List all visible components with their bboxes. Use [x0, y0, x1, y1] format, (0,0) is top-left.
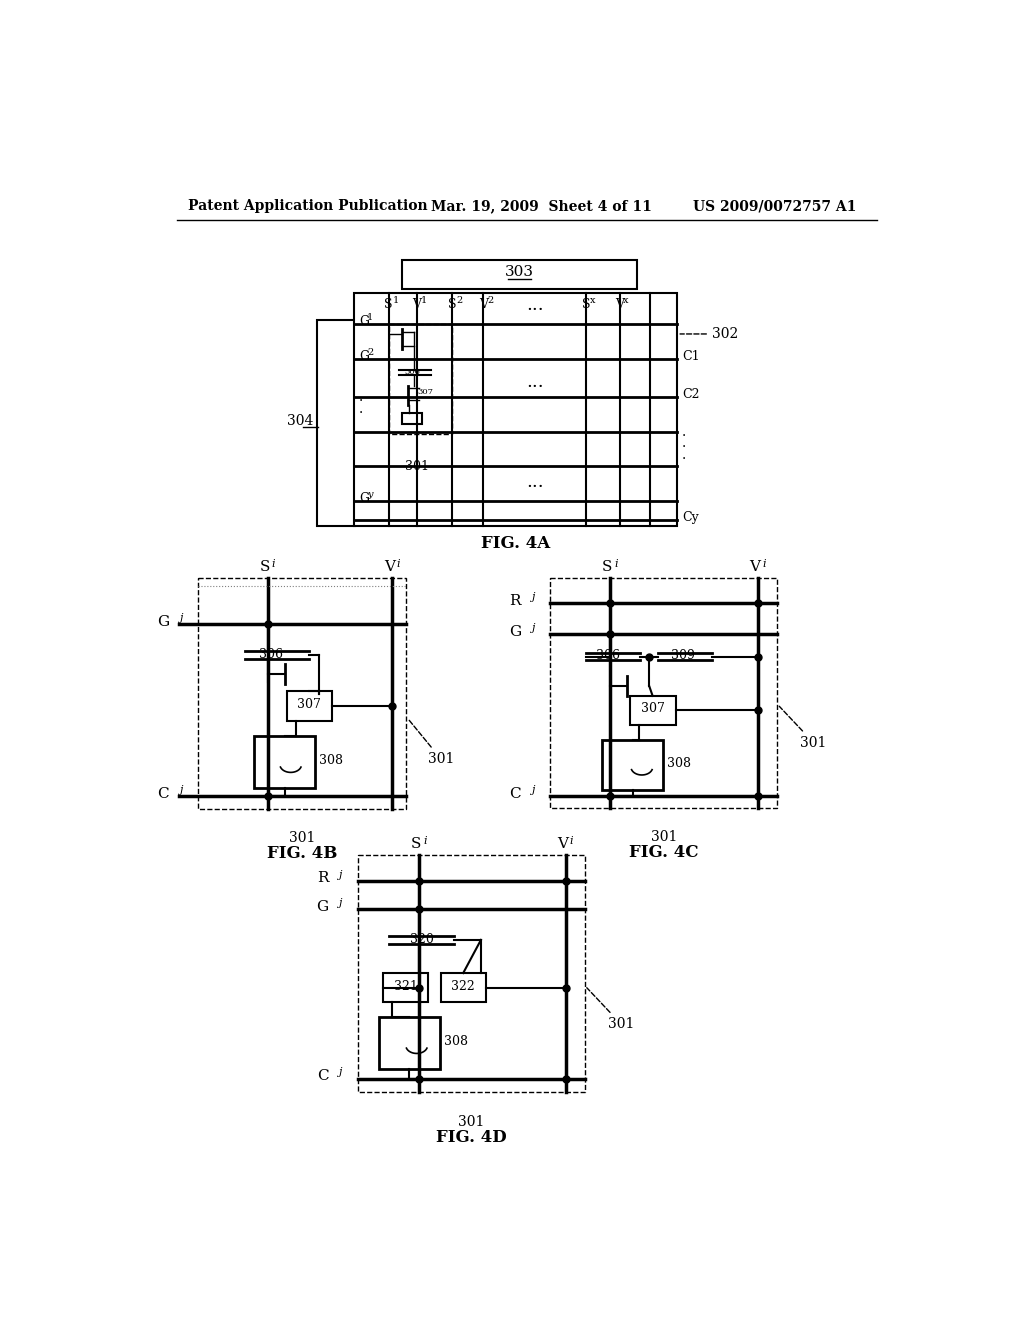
Text: 2: 2	[487, 297, 494, 305]
Text: S: S	[384, 298, 393, 312]
Text: 308: 308	[319, 754, 343, 767]
Text: V: V	[413, 298, 422, 312]
Text: 301: 301	[406, 459, 429, 473]
Text: i: i	[614, 560, 617, 569]
Text: x: x	[624, 297, 629, 305]
Text: R: R	[317, 871, 329, 886]
Polygon shape	[383, 973, 428, 1002]
Text: 301: 301	[650, 830, 677, 843]
Text: S: S	[449, 298, 457, 312]
Text: 304: 304	[287, 414, 313, 428]
Text: x: x	[590, 297, 596, 305]
Text: j: j	[179, 612, 182, 623]
Text: 320: 320	[410, 933, 433, 945]
Text: V: V	[750, 560, 761, 574]
Text: ...: ...	[526, 473, 544, 491]
Text: ...: ...	[526, 372, 544, 391]
Polygon shape	[254, 737, 315, 788]
Text: y: y	[367, 491, 373, 499]
Text: C: C	[509, 787, 521, 801]
Text: Patent Application Publication: Patent Application Publication	[188, 199, 428, 213]
Text: C: C	[158, 787, 169, 801]
Text: FIG. 4B: FIG. 4B	[267, 845, 338, 862]
Text: ...: ...	[526, 296, 544, 314]
Text: .: .	[682, 425, 686, 438]
Text: V: V	[479, 298, 487, 312]
Polygon shape	[379, 1016, 440, 1069]
Text: 301: 301	[458, 1114, 484, 1129]
Text: 2: 2	[367, 348, 373, 356]
Text: 307: 307	[417, 388, 433, 396]
Text: 1: 1	[392, 297, 398, 305]
Polygon shape	[287, 692, 332, 721]
Text: j: j	[179, 785, 182, 795]
Text: S: S	[259, 560, 269, 574]
Polygon shape	[441, 973, 485, 1002]
Text: 308: 308	[444, 1035, 468, 1048]
Text: S: S	[583, 298, 591, 312]
Text: FIG. 4D: FIG. 4D	[436, 1129, 507, 1146]
Text: 2: 2	[457, 297, 463, 305]
Text: S: S	[411, 837, 422, 851]
Text: R: R	[510, 594, 521, 609]
Text: 301: 301	[408, 719, 455, 766]
Polygon shape	[401, 260, 637, 289]
Polygon shape	[354, 293, 677, 527]
Text: V: V	[615, 298, 624, 312]
Text: S: S	[602, 560, 612, 574]
Text: 321: 321	[393, 979, 418, 993]
Text: FIG. 4C: FIG. 4C	[629, 843, 698, 861]
Text: i: i	[271, 560, 275, 569]
Text: FIG. 4A: FIG. 4A	[481, 535, 550, 552]
Text: 301: 301	[289, 832, 315, 845]
Text: V: V	[557, 837, 568, 851]
Text: 301: 301	[587, 987, 634, 1031]
Text: j: j	[339, 898, 342, 908]
Text: .: .	[682, 447, 686, 462]
Text: i: i	[396, 560, 399, 569]
Text: Cy: Cy	[682, 511, 698, 524]
Text: j: j	[531, 623, 535, 634]
Text: .: .	[359, 401, 364, 416]
Text: .: .	[359, 391, 364, 404]
Text: 309: 309	[672, 649, 695, 663]
Polygon shape	[602, 739, 664, 789]
Text: 306: 306	[403, 368, 420, 376]
Text: Mar. 19, 2009  Sheet 4 of 11: Mar. 19, 2009 Sheet 4 of 11	[431, 199, 651, 213]
Text: 301: 301	[779, 706, 826, 750]
Text: G: G	[359, 315, 370, 329]
Text: 303: 303	[505, 265, 534, 280]
Text: 302: 302	[680, 327, 738, 341]
Text: 307: 307	[641, 702, 665, 715]
Text: G: G	[509, 624, 521, 639]
Text: j: j	[531, 593, 535, 602]
Text: G: G	[157, 615, 169, 628]
Text: j: j	[339, 1068, 342, 1077]
Text: 1: 1	[367, 313, 373, 322]
Text: .: .	[682, 437, 686, 450]
Text: 308: 308	[668, 756, 691, 770]
Polygon shape	[630, 696, 676, 725]
Text: G: G	[316, 900, 329, 913]
Text: C1: C1	[682, 350, 699, 363]
Text: C2: C2	[682, 388, 699, 401]
Polygon shape	[316, 321, 355, 527]
Text: C: C	[316, 1069, 329, 1084]
Text: 1: 1	[421, 297, 427, 305]
Text: 307: 307	[297, 698, 322, 711]
Text: 322: 322	[452, 979, 475, 993]
Text: j: j	[339, 870, 342, 879]
Text: i: i	[762, 560, 766, 569]
Text: V: V	[384, 560, 395, 574]
Text: i: i	[569, 837, 573, 846]
Text: 306: 306	[596, 649, 620, 663]
Text: 306: 306	[259, 648, 283, 661]
Text: i: i	[423, 837, 427, 846]
Text: G: G	[359, 492, 370, 506]
Text: US 2009/0072757 A1: US 2009/0072757 A1	[692, 199, 856, 213]
Text: j: j	[531, 785, 535, 795]
Text: G: G	[359, 350, 370, 363]
